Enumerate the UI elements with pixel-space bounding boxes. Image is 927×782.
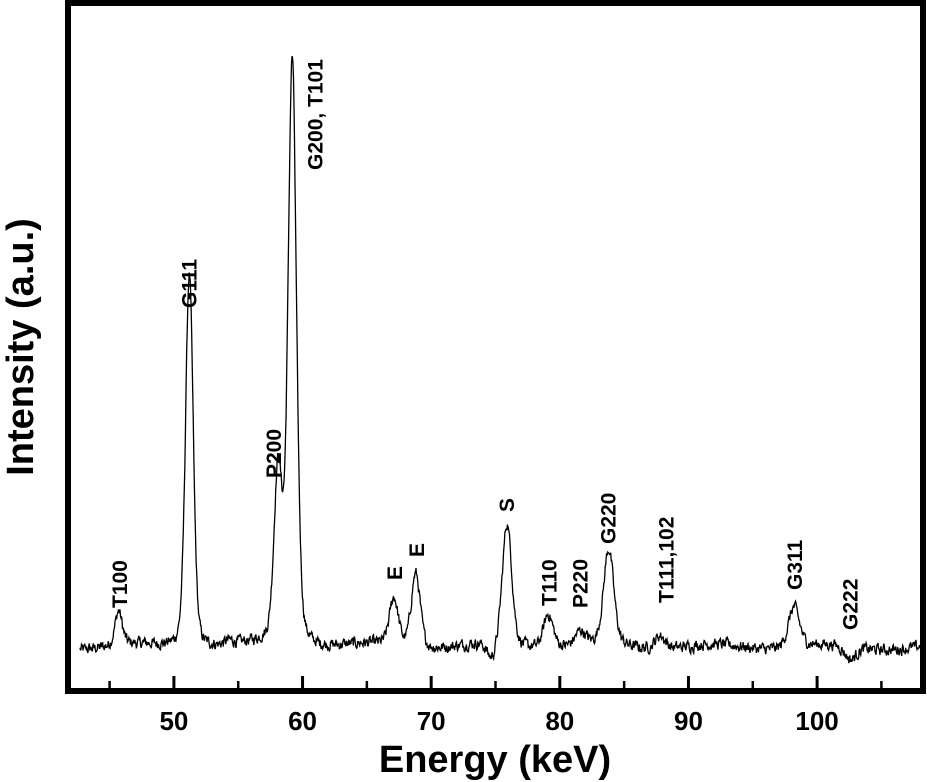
x-axis-title: Energy (keV) (379, 739, 611, 781)
plot-frame (65, 0, 926, 694)
peak-label-t110: T110 (539, 559, 562, 606)
peak-labels: T100 G111 P200 G200, T101 EE S T110 P220 G220 T11… (109, 59, 863, 630)
peak-label-e: E (384, 566, 407, 580)
peak-label-g311: G311 (784, 539, 807, 590)
x-axis: 50 60 70 80 90 100 (108, 676, 883, 736)
peak-label-g200-t101: G200, T101 (304, 59, 327, 170)
x-tick-label: 50 (159, 706, 188, 736)
peak-label-g220: G220 (598, 493, 621, 544)
x-tick-label: 90 (674, 706, 703, 736)
x-tick-label: 80 (545, 706, 574, 736)
peak-label-g111: G111 (178, 259, 201, 308)
y-axis-title: Intensity (a.u.) (0, 218, 42, 476)
spectrum-line (79, 55, 921, 664)
peak-label-p220: P220 (569, 559, 592, 608)
peak-label-s: S (496, 498, 519, 512)
peak-label-t111-102: T111,102 (656, 517, 679, 603)
peak-label-p200: P200 (263, 429, 286, 478)
x-tick-label: 60 (288, 706, 317, 736)
peak-label-t100: T100 (109, 560, 132, 608)
x-tick-label: 100 (795, 706, 838, 736)
peak-label-g222: G222 (840, 579, 863, 630)
peak-label-e: E (406, 543, 429, 557)
x-tick-label: 70 (417, 706, 446, 736)
